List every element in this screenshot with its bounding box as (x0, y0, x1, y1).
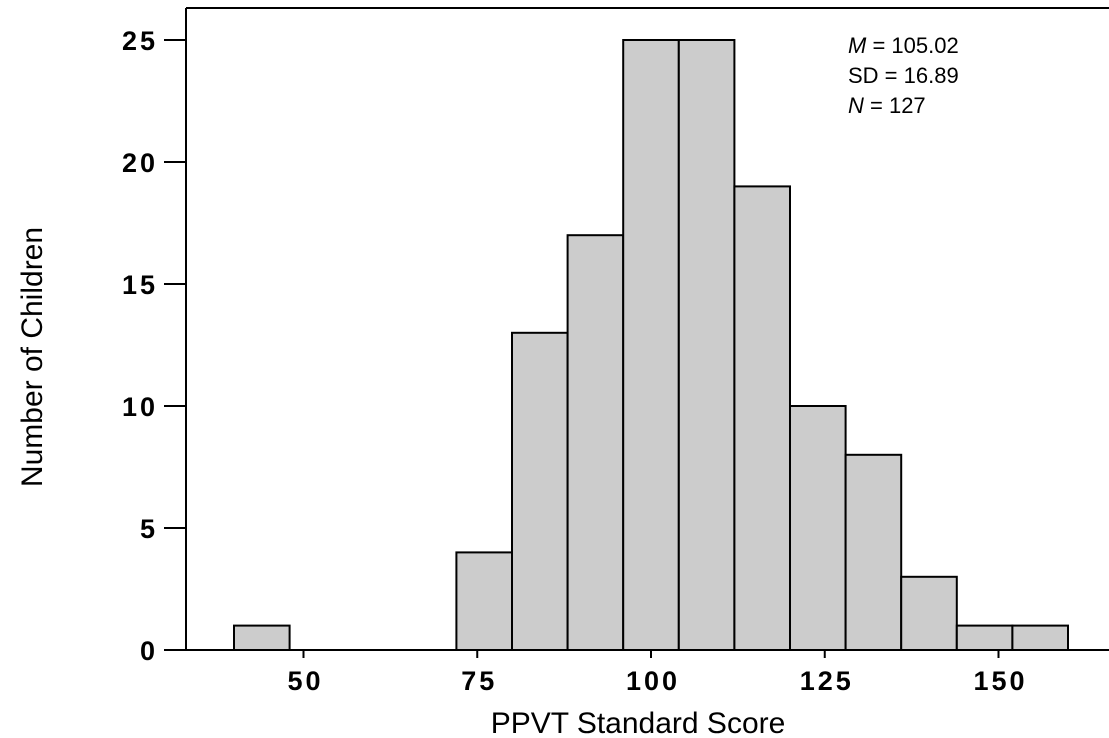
mean-stat: M = 105.02 (848, 33, 959, 58)
histogram-bar-9 (733, 185, 792, 651)
histogram-bar-6 (566, 234, 625, 651)
histogram-bar-10 (789, 405, 847, 651)
x-tick-label-0: 50 (287, 666, 323, 696)
sd-stat: SD = 16.89 (848, 63, 959, 88)
n-stat: N = 127 (848, 93, 926, 118)
x-axis-title: PPVT Standard Score (491, 707, 786, 738)
y-tick-label-1: 5 (140, 514, 158, 544)
histogram-bar-11 (844, 453, 903, 651)
mean-value: = 105.02 (866, 33, 958, 58)
x-tick-label-2: 100 (626, 666, 680, 696)
y-tick-label-3: 15 (122, 270, 158, 300)
y-tick-label-2: 10 (122, 392, 158, 422)
histogram-bar-5 (511, 331, 569, 651)
histogram-bar-12 (900, 575, 958, 651)
plot-frame (185, 7, 1109, 651)
y-axis-title: Number of Children (16, 227, 49, 487)
histogram-bar-13 (955, 624, 1014, 651)
y-tick-label-5: 25 (122, 26, 158, 56)
histogram-bar-0 (233, 624, 291, 651)
y-tick-label-4: 20 (122, 148, 158, 178)
histogram-bar-8 (677, 39, 736, 651)
histogram-bar-7 (622, 39, 680, 651)
x-tick-label-1: 75 (461, 666, 497, 696)
x-axis-ticks: 50 75 100 125 150 (287, 650, 1027, 696)
y-tick-label-0: 0 (140, 636, 158, 666)
mean-symbol: M (848, 33, 867, 58)
n-symbol: N (848, 93, 864, 118)
histogram-bar-4 (455, 551, 513, 652)
x-tick-label-3: 125 (800, 666, 854, 696)
y-axis-ticks: 0 5 10 15 20 25 (122, 26, 186, 666)
n-value: = 127 (864, 93, 926, 118)
stats-box: M = 105.02 SD = 16.89 N = 127 (848, 33, 959, 118)
x-tick-label-4: 150 (973, 666, 1027, 696)
histogram-bar-14 (1011, 624, 1070, 651)
bars-group (233, 39, 1070, 652)
